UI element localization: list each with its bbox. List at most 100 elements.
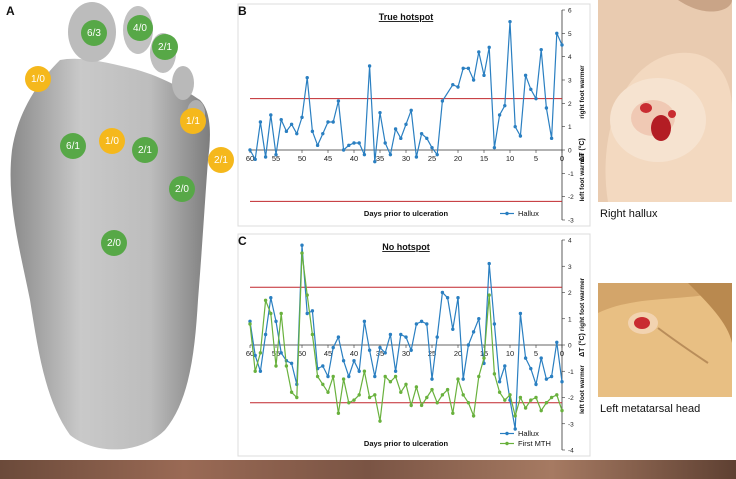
background-photo-strip — [0, 460, 736, 479]
data-point — [409, 348, 413, 352]
data-point — [341, 148, 346, 152]
data-point — [513, 124, 517, 129]
data-point — [430, 387, 434, 392]
data-point — [497, 113, 502, 117]
data-point — [315, 143, 320, 148]
data-point — [331, 345, 335, 350]
data-point — [549, 136, 554, 141]
data-point — [310, 332, 315, 337]
y-tick-label: -1 — [568, 369, 574, 376]
data-point — [471, 330, 476, 334]
wound-photo-metatarsal — [598, 283, 732, 397]
x-tick-label: 35 — [376, 154, 384, 163]
data-point — [393, 369, 398, 373]
x-tick-label: 10 — [506, 154, 514, 163]
site-badge: 4/0 — [127, 15, 153, 41]
data-point — [497, 380, 502, 384]
y-tick-label: 6 — [568, 8, 572, 15]
data-point — [341, 377, 346, 381]
data-point — [549, 374, 554, 379]
data-point — [544, 401, 549, 405]
y-tick-label: -2 — [568, 194, 574, 201]
data-point — [445, 296, 450, 300]
data-point — [482, 73, 486, 78]
data-point — [383, 374, 387, 379]
data-point — [544, 377, 549, 381]
data-point — [419, 131, 424, 136]
data-point — [539, 408, 543, 413]
x-tick-label: 0 — [560, 349, 564, 358]
data-point — [300, 251, 304, 255]
y-tick-label: 1 — [568, 124, 572, 131]
data-point — [300, 243, 304, 247]
data-point — [456, 296, 460, 300]
data-point — [425, 395, 429, 400]
data-point — [409, 108, 413, 113]
data-point — [492, 145, 497, 150]
site-badge: 1/1 — [180, 108, 206, 134]
data-point — [305, 75, 309, 80]
site-badge: 6/3 — [81, 20, 107, 46]
data-point — [503, 364, 507, 368]
fourth-toe-shape — [172, 66, 194, 100]
data-point — [539, 356, 543, 360]
legend-entry: Hallux — [518, 429, 539, 438]
data-point — [482, 356, 486, 360]
data-point — [263, 298, 268, 303]
data-point — [523, 406, 528, 410]
data-point — [399, 390, 403, 394]
y-axis-label-upper: right foot warmer — [579, 65, 586, 119]
data-point — [503, 398, 507, 402]
data-point — [367, 64, 372, 68]
data-point — [529, 87, 533, 92]
data-point — [347, 143, 351, 148]
chart-true-hotspot: True hotspot 60 55 50 45 40 35 30 25 20 15 10 5 0 -3 -2… — [236, 2, 594, 228]
y-axis-label: ΔT (°C) — [578, 138, 586, 162]
data-point — [321, 131, 325, 136]
y-tick-label: 0 — [568, 343, 572, 350]
data-point — [289, 390, 294, 394]
data-point — [430, 377, 434, 381]
data-point — [289, 122, 294, 127]
data-point — [295, 395, 299, 400]
data-point — [560, 43, 564, 47]
caption-left-metatarsal: Left metatarsal head — [600, 403, 701, 415]
data-point — [373, 159, 377, 164]
site-badge: 6/1 — [60, 133, 86, 159]
data-point — [362, 319, 367, 324]
x-tick-label: 55 — [272, 349, 280, 358]
data-point — [503, 103, 507, 108]
data-point — [274, 319, 278, 324]
panel-letter-c: C — [238, 234, 247, 248]
site-badge: 1/0 — [99, 128, 125, 154]
data-point — [451, 327, 455, 331]
data-point — [248, 148, 252, 152]
data-point — [326, 120, 330, 124]
data-point — [529, 398, 533, 402]
data-point — [492, 322, 497, 326]
data-point — [378, 345, 382, 350]
data-point — [357, 369, 361, 373]
legend-entry: Hallux — [518, 209, 539, 218]
data-point — [373, 393, 377, 397]
x-axis-label: Days prior to ulceration — [364, 209, 449, 218]
x-tick-label: 10 — [506, 349, 514, 358]
data-point — [414, 322, 419, 326]
x-tick-label: 35 — [376, 349, 384, 358]
data-point — [440, 393, 445, 397]
x-tick-label: 40 — [350, 349, 358, 358]
site-badge: 2/1 — [152, 34, 178, 60]
data-point — [492, 372, 497, 376]
data-point — [388, 152, 393, 157]
data-point — [523, 73, 528, 78]
data-point — [305, 293, 309, 297]
data-point — [399, 332, 403, 337]
y-tick-label: 2 — [568, 290, 572, 297]
data-point — [367, 395, 372, 400]
data-point — [461, 66, 465, 71]
data-point — [435, 335, 439, 339]
x-tick-label: 60 — [246, 349, 254, 358]
y-axis-label-upper: right foot warmer — [579, 277, 586, 331]
data-point — [310, 309, 315, 313]
x-tick-label: 55 — [272, 154, 280, 163]
